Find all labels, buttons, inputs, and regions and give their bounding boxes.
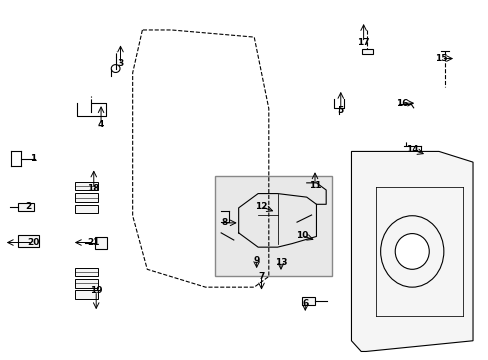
- Bar: [75, 291, 98, 299]
- Bar: [362, 49, 372, 54]
- Text: 20: 20: [27, 238, 39, 247]
- Text: 16: 16: [395, 99, 408, 108]
- Bar: [19, 235, 39, 247]
- Bar: [95, 237, 107, 249]
- Text: 13: 13: [274, 258, 286, 267]
- Bar: [75, 193, 98, 202]
- Text: 4: 4: [98, 120, 104, 129]
- Text: 14: 14: [405, 145, 418, 154]
- Ellipse shape: [380, 216, 443, 287]
- Text: 1: 1: [30, 154, 36, 163]
- Polygon shape: [351, 152, 472, 351]
- Text: 19: 19: [90, 286, 102, 295]
- Text: 2: 2: [25, 202, 31, 211]
- Text: 12: 12: [255, 202, 267, 211]
- Text: 10: 10: [295, 231, 307, 240]
- Text: 5: 5: [337, 106, 343, 115]
- Bar: [301, 297, 314, 305]
- Text: 8: 8: [222, 219, 228, 228]
- Text: 9: 9: [253, 256, 259, 265]
- Text: 18: 18: [87, 184, 100, 193]
- Bar: [19, 203, 34, 211]
- Ellipse shape: [394, 234, 428, 269]
- Bar: [75, 279, 98, 288]
- Text: 7: 7: [258, 272, 264, 281]
- Text: 21: 21: [87, 238, 100, 247]
- Text: 11: 11: [308, 181, 321, 190]
- Bar: [215, 176, 331, 276]
- Bar: [75, 204, 98, 213]
- Text: 17: 17: [357, 38, 369, 47]
- Text: 6: 6: [302, 299, 308, 308]
- Bar: [75, 267, 98, 276]
- Text: 15: 15: [434, 54, 447, 63]
- Text: 3: 3: [117, 59, 123, 68]
- Bar: [75, 182, 98, 190]
